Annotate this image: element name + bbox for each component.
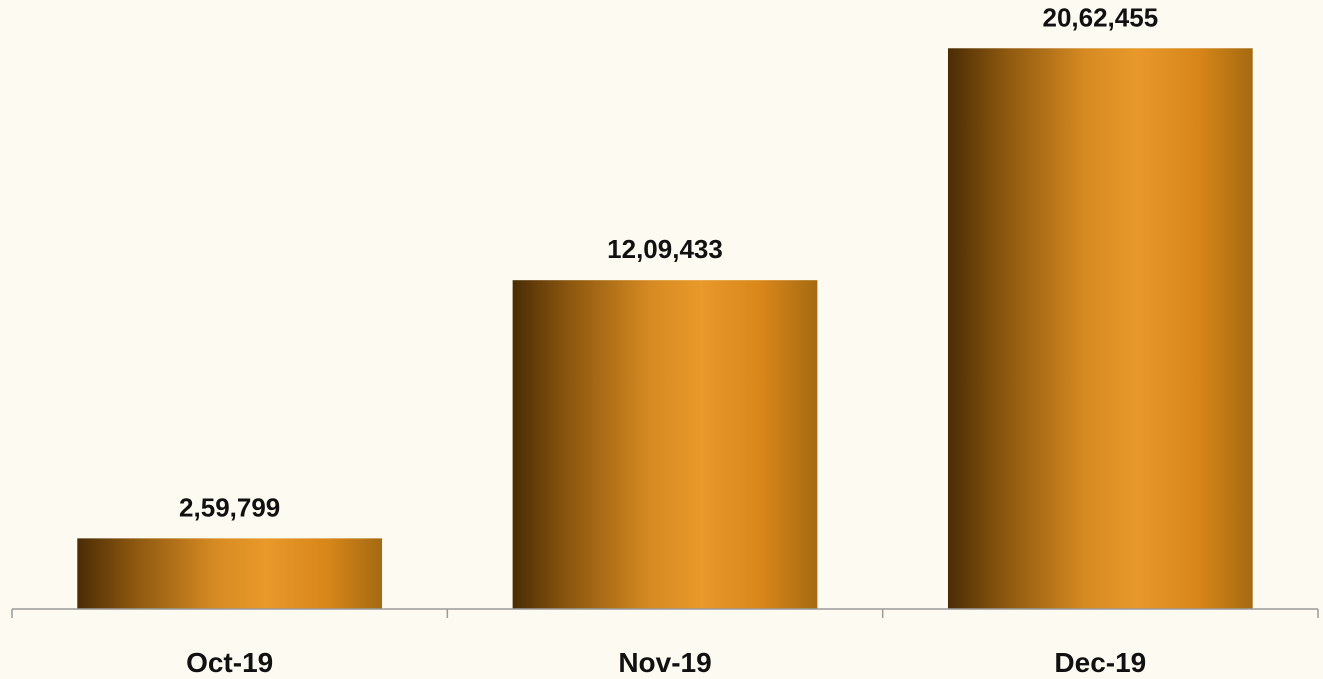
bars-group <box>77 48 1253 610</box>
data-label-oct-19: 2,59,799 <box>179 492 280 522</box>
x-tick-labels-group: Oct-19 Nov-19 Dec-19 <box>186 647 1146 678</box>
data-label-nov-19: 12,09,433 <box>607 234 723 264</box>
bar-nov-19 <box>512 280 818 609</box>
x-tick-label-nov-19: Nov-19 <box>618 647 711 678</box>
bar-dec-19 <box>947 48 1253 610</box>
data-labels-group: 2,59,799 12,09,433 20,62,455 <box>179 2 1158 522</box>
bar-oct-19 <box>77 538 383 609</box>
data-label-dec-19: 20,62,455 <box>1042 2 1158 32</box>
x-axis <box>11 608 1319 618</box>
x-tick-label-oct-19: Oct-19 <box>186 647 273 678</box>
x-tick-label-dec-19: Dec-19 <box>1054 647 1146 678</box>
